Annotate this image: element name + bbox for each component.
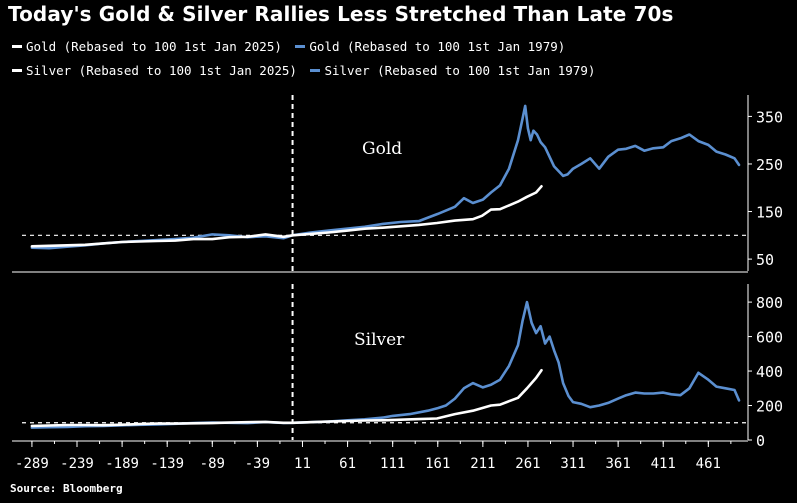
x-tick-label: -89 — [200, 456, 225, 472]
x-tick-label: 61 — [339, 456, 356, 472]
x-tick-label: 261 — [515, 456, 540, 472]
x-tick-label: -39 — [245, 456, 270, 472]
x-tick-label: -189 — [105, 456, 139, 472]
series-line-silver-1 — [30, 368, 543, 428]
legend-swatch-gold-2025 — [12, 45, 22, 48]
x-tick-label: 361 — [605, 456, 630, 472]
chart-title: Today's Gold & Silver Rallies Less Stret… — [8, 2, 674, 26]
series-line-gold-1 — [30, 185, 543, 248]
y-tick-label: 150 — [756, 204, 783, 222]
series-line-gold-0 — [30, 104, 741, 250]
legend-label-silver-1979: Silver (Rebased to 100 1st Jan 1979) — [324, 63, 596, 78]
source-note: Source: Bloomberg — [10, 482, 123, 495]
legend-row-2: Silver (Rebased to 100 1st Jan 2025) Sil… — [12, 60, 601, 78]
y-tick-label: 0 — [756, 432, 765, 450]
x-tick-label: -139 — [150, 456, 184, 472]
panel-label: Gold — [362, 139, 402, 159]
x-tick-label: -239 — [60, 456, 94, 472]
x-tick-label: 411 — [651, 456, 676, 472]
x-tick-label: 311 — [560, 456, 585, 472]
legend-swatch-gold-1979 — [295, 45, 306, 48]
x-tick-label: 161 — [425, 456, 450, 472]
y-tick-label: 400 — [756, 363, 783, 381]
x-tick-label: 461 — [696, 456, 721, 472]
y-tick-label: 250 — [756, 156, 783, 174]
x-tick-label: -289 — [15, 456, 49, 472]
legend-item-gold-1979: Gold (Rebased to 100 1st Jan 1979) — [295, 39, 565, 54]
legend-label-gold-1979: Gold (Rebased to 100 1st Jan 1979) — [309, 39, 566, 54]
legend-label-silver-2025: Silver (Rebased to 100 1st Jan 2025) — [26, 63, 297, 78]
y-tick-label: 200 — [756, 398, 783, 416]
legend-item-silver-1979: Silver (Rebased to 100 1st Jan 1979) — [310, 63, 595, 78]
legend-swatch-silver-1979 — [310, 69, 321, 72]
y-tick-label: 800 — [756, 294, 783, 312]
legend-item-gold-2025: Gold (Rebased to 100 1st Jan 2025) — [12, 39, 282, 54]
y-tick-label: 50 — [756, 251, 774, 269]
panel-label: Silver — [354, 330, 405, 350]
x-tick-label: 11 — [294, 456, 311, 472]
legend-item-silver-2025: Silver (Rebased to 100 1st Jan 2025) — [12, 63, 297, 78]
x-tick-label: 111 — [380, 456, 405, 472]
series-line-silver-0 — [30, 300, 741, 429]
legend-swatch-silver-2025 — [12, 69, 22, 72]
y-tick-label: 600 — [756, 329, 783, 347]
legend-row-1: Gold (Rebased to 100 1st Jan 2025) Gold … — [12, 36, 571, 54]
legend-label-gold-2025: Gold (Rebased to 100 1st Jan 2025) — [26, 39, 282, 54]
y-tick-label: 350 — [756, 108, 783, 126]
x-tick-label: 211 — [470, 456, 495, 472]
